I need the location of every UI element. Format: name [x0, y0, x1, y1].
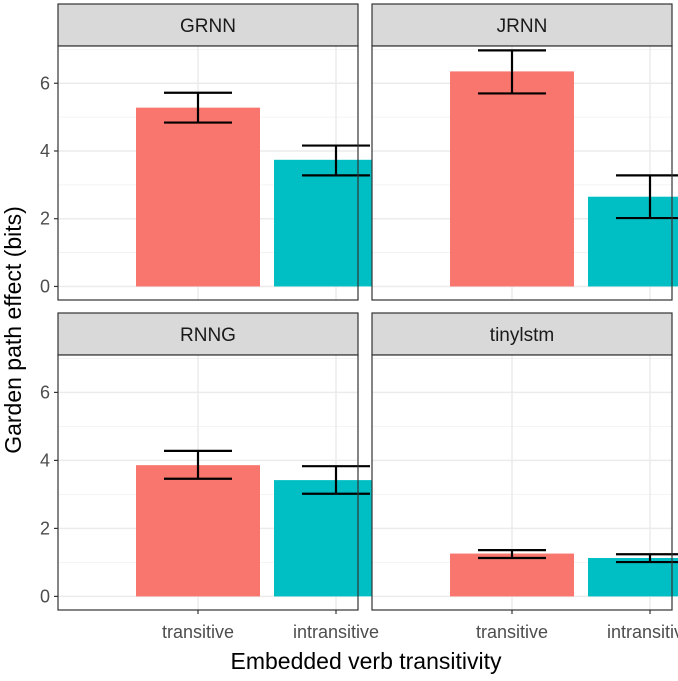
y-tick-label: 6	[40, 382, 50, 402]
error-bar-tinylstm-transitive	[478, 549, 546, 560]
facet-label-jrnn: JRNN	[497, 16, 548, 37]
panel-border	[371, 354, 673, 611]
x-tick-label-intransitive: intransitive	[293, 622, 379, 642]
facet-label-rnng: RNNG	[180, 325, 236, 346]
x-tick-label-intransitive: intransitive	[607, 622, 678, 642]
bar-grnn-transitive	[136, 107, 260, 287]
bar-jrnn-transitive	[450, 71, 574, 287]
facet-label-tinylstm: tinylstm	[490, 325, 554, 346]
x-tick-label-transitive: transitive	[162, 622, 234, 642]
panel-jrnn: JRNN	[371, 3, 678, 301]
panel-grnn: GRNN	[57, 3, 398, 301]
y-tick-label: 4	[40, 450, 50, 470]
bar-rnng-transitive	[136, 465, 260, 597]
error-bar-grnn-transitive	[164, 91, 232, 124]
panel-tinylstm: tinylstm	[371, 312, 678, 611]
y-tick-label: 4	[40, 141, 50, 161]
y-axis-ticks: 0 2 4 6 0 2 4 6	[40, 73, 58, 606]
facet-label-grnn: GRNN	[180, 16, 236, 37]
facet-strip-rnng	[57, 312, 359, 356]
y-axis-title: Garden path effect (bits)	[0, 206, 26, 454]
facet-strip-jrnn	[371, 3, 673, 47]
error-bar-rnng-transitive	[164, 449, 232, 480]
error-bar-grnn-intransitive	[302, 144, 370, 177]
y-tick-label: 0	[40, 586, 50, 606]
error-bar-tinylstm-intransitive	[616, 553, 678, 564]
facet-strip-grnn	[57, 3, 359, 47]
y-tick-label: 6	[40, 73, 50, 93]
error-bar-jrnn-intransitive	[616, 174, 678, 220]
x-tick-label-transitive: transitive	[476, 622, 548, 642]
x-axis-ticks: transitive intransitive transitive intransi…	[162, 610, 678, 642]
x-axis-title: Embedded verb transitivity	[230, 648, 502, 674]
panel-border	[57, 45, 359, 301]
error-bar-rnng-intransitive	[302, 465, 370, 495]
bar-tinylstm-intransitive	[588, 557, 678, 597]
y-tick-label: 0	[40, 276, 50, 296]
bar-tinylstm-transitive	[450, 553, 574, 597]
y-tick-label: 2	[40, 209, 50, 229]
error-bar-jrnn-transitive	[478, 49, 546, 95]
bar-jrnn-intransitive	[588, 196, 678, 287]
panel-border	[57, 354, 359, 611]
panel-rnng: RNNG	[57, 312, 398, 611]
facet-panels: GRNN JRNN RNNG tinylstm	[57, 3, 678, 611]
panel-border	[371, 45, 673, 301]
y-tick-label: 2	[40, 518, 50, 538]
